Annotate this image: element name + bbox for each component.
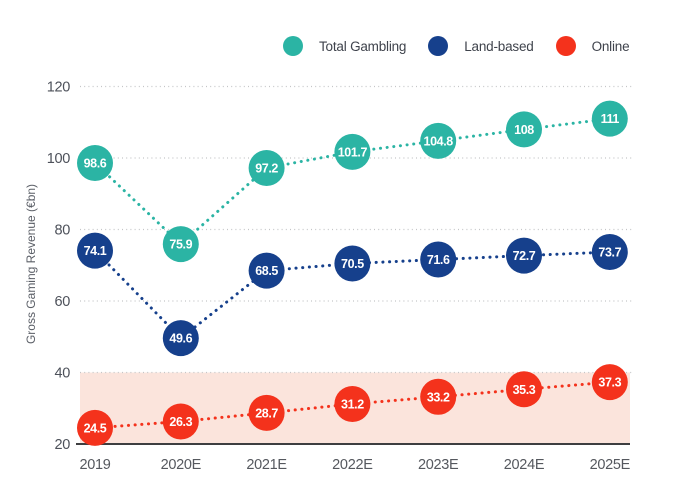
x-tick-label-2020e: 2020E xyxy=(161,457,202,473)
data-point-value: 98.6 xyxy=(84,157,107,171)
x-tick-label-2022e: 2022E xyxy=(332,457,373,473)
y-tick-label-80: 80 xyxy=(54,223,70,239)
data-point-online-2023E xyxy=(420,378,457,415)
legend-label: Land-based xyxy=(464,38,534,54)
data-point-online-2021E xyxy=(248,394,285,431)
data-point-total-gambling-2023E xyxy=(420,122,457,159)
data-point-value: 104.8 xyxy=(424,134,454,148)
data-point-value: 73.7 xyxy=(598,246,621,260)
data-point-value: 101.7 xyxy=(338,145,368,159)
y-tick-label-120: 120 xyxy=(47,80,71,96)
data-point-land-based-2024E xyxy=(506,237,542,274)
data-point-value: 24.5 xyxy=(84,421,107,435)
online-dot-icon xyxy=(555,36,576,56)
data-point-land-based-2020E xyxy=(162,320,199,357)
data-point-value: 97.2 xyxy=(255,162,278,176)
data-point-value: 111 xyxy=(601,112,620,126)
data-point-value: 28.7 xyxy=(255,406,278,420)
data-point-land-based-2023E xyxy=(420,241,457,278)
data-point-total-gambling-2024E xyxy=(506,111,542,148)
legend-label: Online xyxy=(591,38,630,54)
data-point-value: 49.6 xyxy=(169,332,192,346)
data-point-online-2022E xyxy=(334,385,371,422)
y-tick-label-40: 40 xyxy=(54,366,70,382)
data-point-value: 35.3 xyxy=(513,383,536,397)
data-point-value: 71.6 xyxy=(427,253,450,267)
data-point-online-2020E xyxy=(162,403,199,440)
data-point-value: 75.9 xyxy=(169,238,192,252)
data-point-value: 68.5 xyxy=(255,264,278,278)
data-point-value: 108 xyxy=(514,123,534,137)
legend-label: Total Gambling xyxy=(319,38,407,54)
data-point-online-2024E xyxy=(506,371,542,408)
x-tick-label-2025e: 2025E xyxy=(590,457,631,473)
x-tick-label-2024e: 2024E xyxy=(504,457,545,473)
data-point-value: 26.3 xyxy=(169,415,192,429)
land-based-dot-icon xyxy=(428,36,449,56)
data-point-land-based-2019 xyxy=(77,232,113,269)
data-point-total-gambling-2022E xyxy=(334,133,371,170)
y-tick-label-60: 60 xyxy=(54,294,70,310)
data-point-online-2019 xyxy=(77,409,113,446)
total-gambling-dot-icon xyxy=(283,36,303,56)
data-point-value: 33.2 xyxy=(427,390,450,404)
x-tick-label-2019: 2019 xyxy=(79,457,110,473)
data-point-total-gambling-2025E xyxy=(591,100,628,137)
legend-item-land-based: Land-based xyxy=(428,36,534,56)
data-point-value: 37.3 xyxy=(598,376,621,390)
chart-legend: Total Gambling Land-based Online xyxy=(283,36,630,56)
x-tick-label-2023e: 2023E xyxy=(418,457,459,473)
data-point-value: 74.1 xyxy=(84,244,107,258)
data-point-total-gambling-2019 xyxy=(77,145,113,182)
data-point-land-based-2022E xyxy=(334,245,371,282)
legend-item-total-gambling: Total Gambling xyxy=(283,36,406,56)
y-axis-title: Gross Gaming Revenue (€bn) xyxy=(24,184,38,344)
x-tick-label-2021e: 2021E xyxy=(246,457,287,473)
legend-item-online: Online xyxy=(555,36,630,56)
data-point-land-based-2021E xyxy=(248,252,285,289)
data-point-value: 70.5 xyxy=(341,257,364,271)
data-point-online-2025E xyxy=(591,364,628,401)
y-tick-label-20: 20 xyxy=(54,437,70,453)
data-point-land-based-2025E xyxy=(591,234,628,271)
y-tick-label-100: 100 xyxy=(47,151,71,167)
data-point-total-gambling-2020E xyxy=(162,226,199,263)
data-point-value: 31.2 xyxy=(341,397,364,411)
data-point-value: 72.7 xyxy=(513,249,536,263)
data-point-total-gambling-2021E xyxy=(248,150,285,187)
